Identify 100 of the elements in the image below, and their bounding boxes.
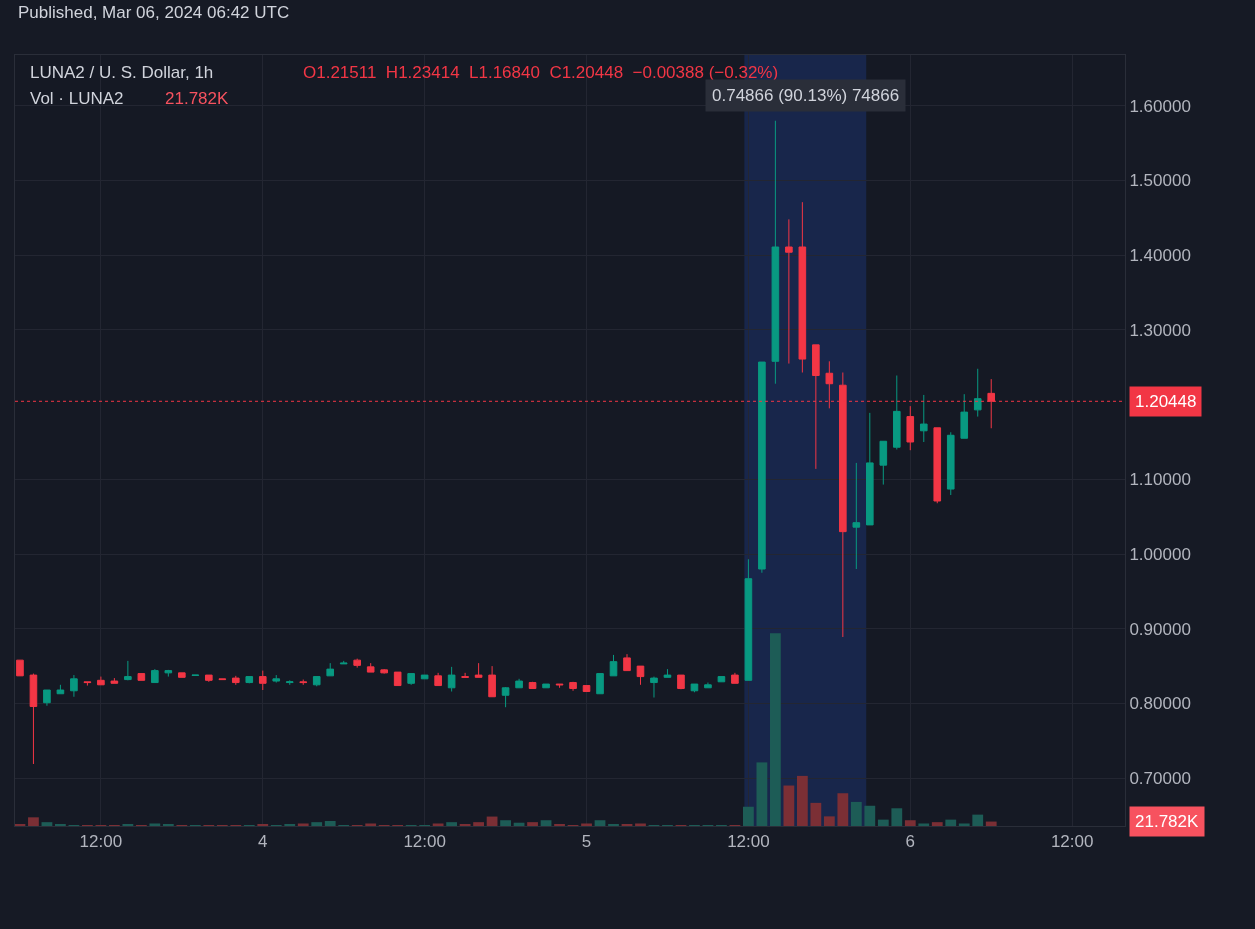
candlestick (231, 675, 240, 686)
candlestick (205, 674, 213, 683)
bar (837, 793, 849, 826)
ref-line-label: 1.20448 (1135, 392, 1197, 411)
x-tick-label: 12:00 (1050, 832, 1094, 852)
candlestick (178, 672, 186, 678)
bar (500, 820, 511, 826)
candlestick (258, 670, 267, 691)
x-tick-label: 5 (581, 832, 592, 852)
candlestick (785, 218, 793, 365)
candlestick (960, 393, 969, 439)
candlestick (852, 462, 861, 570)
y-tick-label: 0.70000 (1129, 769, 1191, 789)
text: 21.782K (1135, 812, 1199, 831)
bar (297, 823, 309, 826)
bar (985, 821, 997, 826)
bar (635, 823, 646, 826)
candlestick (299, 679, 308, 686)
bar (149, 823, 161, 826)
bar (931, 822, 943, 826)
bar (41, 822, 53, 826)
candlestick (690, 683, 699, 693)
candlestick (906, 405, 915, 451)
bar (918, 823, 930, 826)
y-tick-label: 1.50000 (1129, 171, 1191, 191)
candlestick (744, 558, 753, 681)
candlestick (758, 361, 766, 574)
y-tick-label: 1.10000 (1129, 470, 1191, 490)
candlestick (623, 653, 631, 672)
bar (594, 820, 606, 826)
candlestick (677, 674, 685, 690)
x-tick-label: 12:00 (403, 832, 446, 852)
candlestick (717, 676, 726, 683)
candlestick (137, 673, 146, 681)
candlestick (650, 676, 658, 698)
bar (904, 820, 916, 826)
bar (446, 822, 458, 826)
candlestick (609, 654, 618, 677)
candlestick (501, 686, 510, 708)
candlestick (663, 668, 672, 678)
candlestick (515, 678, 523, 689)
candlestick (151, 668, 159, 684)
candlestick (555, 683, 564, 689)
candlestick (704, 682, 712, 689)
candlestick (946, 431, 955, 496)
annotation: 21.782K (165, 89, 229, 108)
candlestick (272, 674, 281, 684)
y-tick-label: 0.90000 (1129, 619, 1191, 639)
bar (823, 816, 835, 826)
y-tick-label: 1.30000 (1129, 320, 1191, 340)
candlestick (892, 375, 901, 450)
candlestick (434, 672, 442, 687)
x-tick-label: 12:00 (79, 832, 123, 852)
bar (311, 822, 323, 826)
y-tick-label: 1.60000 (1129, 96, 1191, 116)
bar (877, 819, 889, 826)
candlestick (771, 120, 780, 385)
candlestick (798, 201, 807, 374)
candlestick (245, 676, 254, 684)
candlestick (56, 684, 65, 695)
annotation: O1.21511 H1.23414 L1.16840 C1.20448 −0.00388 (−0.32%) (303, 63, 779, 82)
y-tick-label: 1.40000 (1129, 246, 1191, 266)
bar (743, 806, 754, 826)
bar (365, 823, 377, 826)
candlestick (973, 368, 982, 418)
candlestick (596, 673, 604, 695)
bar (756, 762, 768, 826)
candlestick (569, 681, 577, 692)
bar (810, 802, 822, 826)
band-label: 0.74866 (90.13%) 74866 (712, 86, 900, 105)
bar (891, 808, 903, 826)
bar (28, 817, 39, 826)
bar (864, 805, 876, 826)
bar (324, 820, 336, 826)
text: LUNA2 / U. S. Dollar, 1h (30, 63, 214, 82)
bar (783, 785, 795, 826)
candlestick (285, 679, 294, 686)
candlestick (919, 394, 928, 443)
candlestick (312, 676, 321, 687)
bar (958, 823, 970, 826)
candlestick (474, 662, 483, 678)
bar (850, 801, 862, 826)
candlestick (326, 662, 335, 677)
y-tick-label: 1.00000 (1129, 545, 1191, 565)
candlestick (636, 665, 645, 686)
chart-title: Vol · LUNA2 (30, 89, 124, 108)
candlestick (461, 672, 469, 678)
candlestick (488, 665, 496, 698)
x-tick-label: 4 (258, 832, 268, 852)
candlestick (29, 673, 38, 765)
bar (540, 820, 552, 826)
bar (432, 823, 444, 826)
bar (972, 814, 984, 826)
candlestick (380, 668, 388, 675)
bar (769, 633, 781, 826)
candlestick (407, 673, 415, 686)
candlestick (393, 671, 402, 687)
candlestick (164, 669, 173, 678)
candlestick (542, 683, 550, 689)
candlestick (339, 660, 348, 665)
